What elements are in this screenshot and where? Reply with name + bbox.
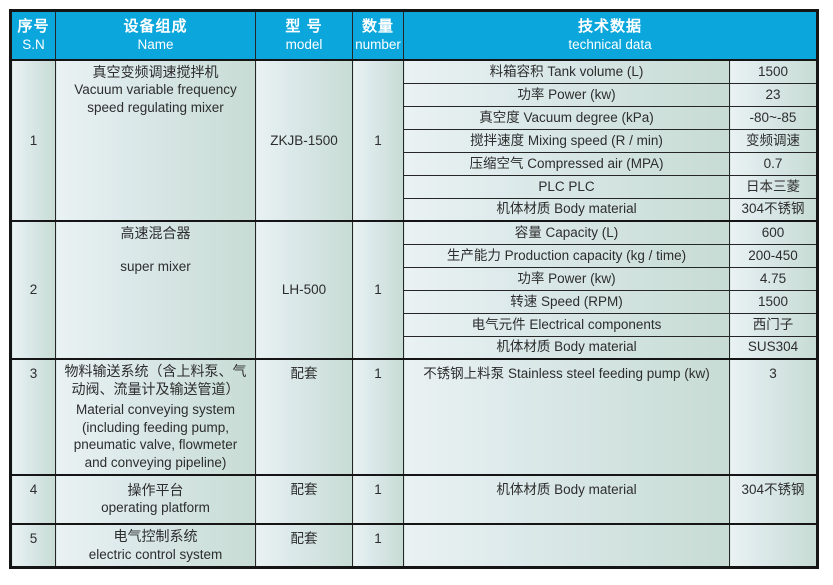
- header-row: 序号 S.N 设备组成 Name 型 号 model 数量 number 技术数…: [10, 10, 818, 61]
- spec-param-cell: 搅拌速度 Mixing speed (R / min): [403, 128, 730, 153]
- table-row: 5 电气控制系统 electric control system 配套 1: [10, 522, 818, 569]
- spec-value-cell: 4.75: [729, 266, 818, 291]
- spec-param-cell: 料箱容积 Tank volume (L): [403, 59, 730, 84]
- table-row: 压缩空气 Compressed air (MPA) 0.7: [11, 151, 818, 176]
- spec-param-cell: 真空度 Vacuum degree (kPa): [403, 105, 730, 130]
- header-cell-technical-data: 技术数据 technical data: [403, 10, 818, 61]
- table-row: 4 操作平台 operating platform 配套 1 机体材质 Body…: [10, 473, 818, 525]
- sn-cell: 1: [10, 59, 56, 222]
- spec-value-cell: 200-450: [729, 243, 818, 268]
- name-cell: 真空变频调速搅拌机 Vacuum variable frequency spee…: [55, 59, 256, 222]
- spec-value-cell: 23: [729, 82, 818, 107]
- table-row: 机体材质 Body material SUS304: [11, 335, 818, 360]
- sn-cell: 4: [10, 473, 56, 525]
- name-cell: 高速混合器 super mixer: [55, 220, 256, 360]
- header-model-zh: 型 号: [285, 18, 323, 36]
- spec-value-cell: 0.7: [729, 151, 818, 176]
- table-row: 电气元件 Electrical components 西门子: [11, 312, 818, 337]
- spec-value-cell: 西门子: [729, 312, 818, 337]
- spec-value-cell: [729, 522, 818, 569]
- qty-cell: 1: [352, 473, 404, 525]
- header-cell-model: 型 号 model: [255, 10, 353, 61]
- table-row: 3 物料输送系统（含上料泵、气动阀、流量计及输送管道） Material con…: [10, 358, 818, 476]
- spec-value-cell: -80~-85: [729, 105, 818, 130]
- model-cell: LH-500: [255, 220, 353, 360]
- table-row: 1 真空变频调速搅拌机 Vacuum variable frequency sp…: [10, 59, 818, 222]
- header-tech-zh: 技术数据: [577, 18, 642, 36]
- header-cell-number: 数量 number: [352, 10, 404, 61]
- spec-param-cell: [403, 522, 730, 569]
- table-row: 生产能力 Production capacity (kg / time) 200…: [11, 243, 818, 268]
- header-name-zh: 设备组成: [123, 18, 188, 36]
- model-cell: 配套: [255, 522, 353, 569]
- table-row: 机体材质 Body material 304不锈钢: [11, 197, 818, 222]
- header-number-en: number: [355, 36, 401, 52]
- spec-param-cell: 生产能力 Production capacity (kg / time): [403, 243, 730, 268]
- header-number-zh: 数量: [361, 18, 394, 36]
- spec-param-cell: 容量 Capacity (L): [403, 220, 730, 245]
- name-zh: 高速混合器: [120, 225, 191, 241]
- table-row: 功率 Power (kw) 23: [11, 82, 818, 107]
- name-zh: 物料输送系统（含上料泵、气动阀、流量计及输送管道）: [64, 363, 247, 398]
- spec-value-cell: 日本三菱: [729, 174, 818, 199]
- name-en: electric control system: [88, 546, 223, 562]
- header-tech-en: technical data: [568, 36, 652, 52]
- header-name-en: Name: [137, 36, 174, 52]
- spec-value-cell: 3: [729, 358, 818, 476]
- name-en: super mixer: [120, 259, 191, 275]
- spec-param-cell: 转速 Speed (RPM): [403, 289, 730, 314]
- qty-cell: 1: [352, 522, 404, 569]
- spec-value-cell: 600: [729, 220, 818, 245]
- equipment-spec-table: 序号 S.N 设备组成 Name 型 号 model 数量 number 技术数…: [9, 9, 819, 570]
- qty-cell: 1: [352, 358, 404, 476]
- name-cell: 物料输送系统（含上料泵、气动阀、流量计及输送管道） Material conve…: [55, 358, 256, 476]
- header-cell-name: 设备组成 Name: [55, 10, 256, 61]
- table-row: 真空度 Vacuum degree (kPa) -80~-85: [11, 105, 818, 130]
- sn-cell: 3: [10, 358, 56, 476]
- qty-cell: 1: [352, 220, 404, 360]
- spec-value-cell: 304不锈钢: [729, 197, 818, 222]
- spec-param-cell: 功率 Power (kw): [403, 82, 730, 107]
- name-zh: 操作平台: [127, 482, 184, 499]
- table-row: 转速 Speed (RPM) 1500: [11, 289, 818, 314]
- model-cell: ZKJB-1500: [255, 59, 353, 222]
- sn-cell: 2: [10, 220, 56, 360]
- qty-cell: 1: [352, 59, 404, 222]
- name-en: operating platform: [101, 500, 210, 516]
- name-zh: 真空变频调速搅拌机: [92, 64, 219, 80]
- table-row: 搅拌速度 Mixing speed (R / min) 变频调速: [11, 128, 818, 153]
- spec-value-cell: SUS304: [729, 335, 818, 360]
- spec-param-cell: 不锈钢上料泵 Stainless steel feeding pump (kw): [403, 358, 730, 476]
- header-model-en: model: [285, 36, 323, 52]
- name-en: Material conveying system (including fee…: [73, 402, 238, 471]
- name-en: Vacuum variable frequency speed regulati…: [74, 82, 237, 115]
- spec-param-cell: 功率 Power (kw): [403, 266, 730, 291]
- spec-param-cell: 机体材质 Body material: [403, 335, 730, 360]
- spec-value-cell: 变频调速: [729, 128, 818, 153]
- table-row: 2 高速混合器 super mixer LH-500 1 容量 Capacity…: [10, 220, 818, 360]
- table-row: 功率 Power (kw) 4.75: [11, 266, 818, 291]
- name-cell: 电气控制系统 electric control system: [55, 522, 256, 569]
- sn-cell: 5: [10, 522, 56, 569]
- spec-param-cell: 机体材质 Body material: [403, 197, 730, 222]
- header-cell-sn: 序号 S.N: [10, 10, 56, 61]
- spec-value-cell: 1500: [729, 289, 818, 314]
- spec-param-cell: 压缩空气 Compressed air (MPA): [403, 151, 730, 176]
- spec-param-cell: PLC PLC: [403, 174, 730, 199]
- spec-value-cell: 1500: [729, 59, 818, 84]
- header-sn-en: S.N: [22, 36, 45, 52]
- model-cell: 配套: [255, 358, 353, 476]
- spec-param-cell: 电气元件 Electrical components: [403, 312, 730, 337]
- model-cell: 配套: [255, 473, 353, 525]
- header-sn-zh: 序号: [17, 18, 50, 36]
- name-cell: 操作平台 operating platform: [55, 473, 256, 525]
- spec-param-cell: 机体材质 Body material: [403, 473, 730, 525]
- table-row: PLC PLC 日本三菱: [11, 174, 818, 199]
- name-zh: 电气控制系统: [113, 528, 198, 545]
- spec-value-cell: 304不锈钢: [729, 473, 818, 525]
